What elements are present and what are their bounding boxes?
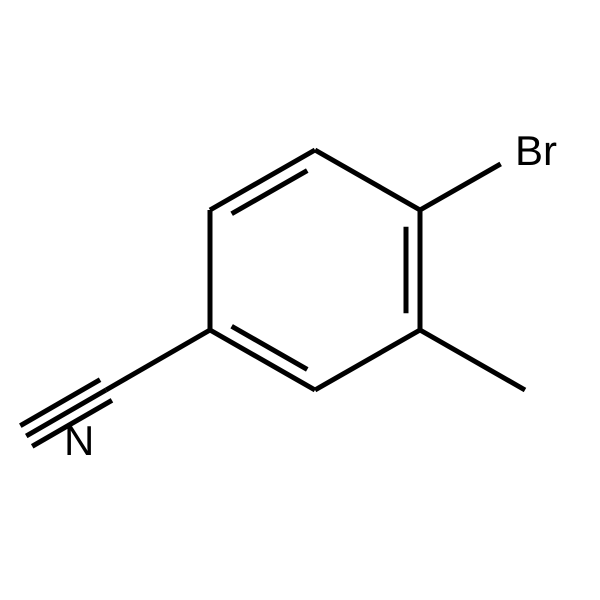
atom-label-N: N <box>64 417 94 464</box>
bond <box>210 150 315 210</box>
atom-label-Br: Br <box>515 127 557 174</box>
molecule-diagram: Br N <box>0 0 600 600</box>
bond <box>315 150 420 210</box>
bond <box>420 330 525 390</box>
bond <box>210 330 315 390</box>
bonds-layer <box>20 150 525 446</box>
bond <box>420 164 501 210</box>
bond <box>106 330 210 390</box>
bond <box>315 330 420 390</box>
atom-labels-layer: Br N <box>64 127 557 464</box>
